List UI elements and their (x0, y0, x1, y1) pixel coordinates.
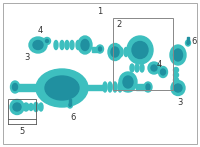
Ellipse shape (98, 47, 102, 51)
Bar (187, 37, 189, 43)
Text: 3: 3 (177, 98, 183, 107)
Ellipse shape (76, 41, 80, 50)
Ellipse shape (96, 45, 104, 53)
Ellipse shape (119, 47, 123, 56)
Ellipse shape (171, 81, 185, 96)
Ellipse shape (108, 44, 122, 61)
Ellipse shape (78, 36, 92, 54)
Ellipse shape (127, 36, 153, 64)
Ellipse shape (174, 67, 179, 72)
Ellipse shape (65, 41, 69, 50)
Ellipse shape (174, 77, 179, 82)
Ellipse shape (69, 103, 71, 106)
Ellipse shape (45, 76, 79, 100)
Ellipse shape (46, 40, 48, 42)
Text: 4: 4 (157, 60, 162, 69)
Ellipse shape (170, 45, 186, 65)
Ellipse shape (108, 82, 112, 92)
Ellipse shape (174, 72, 179, 77)
Ellipse shape (12, 83, 18, 91)
Ellipse shape (148, 62, 160, 74)
Ellipse shape (23, 103, 29, 111)
Ellipse shape (119, 72, 137, 92)
Ellipse shape (186, 40, 190, 46)
Text: 6: 6 (191, 37, 196, 46)
Ellipse shape (36, 69, 88, 107)
Ellipse shape (81, 40, 89, 51)
Ellipse shape (33, 41, 43, 50)
Ellipse shape (111, 47, 119, 57)
Bar (69, 99, 71, 105)
Ellipse shape (187, 41, 189, 45)
Bar (113, 18, 173, 90)
Text: 2: 2 (116, 20, 121, 29)
Ellipse shape (130, 64, 134, 72)
Text: 5: 5 (19, 127, 25, 136)
Ellipse shape (135, 64, 139, 72)
Ellipse shape (151, 65, 157, 71)
Ellipse shape (13, 103, 21, 111)
Text: 3: 3 (24, 53, 30, 62)
Ellipse shape (34, 102, 38, 112)
Ellipse shape (123, 76, 133, 88)
Ellipse shape (174, 84, 182, 92)
Ellipse shape (68, 102, 72, 108)
Bar (136, 84, 148, 90)
Ellipse shape (174, 49, 182, 61)
Ellipse shape (140, 64, 144, 72)
Ellipse shape (160, 69, 166, 75)
Ellipse shape (29, 37, 47, 53)
Ellipse shape (10, 100, 24, 115)
Ellipse shape (158, 66, 168, 77)
Bar (8, 99, 36, 119)
Bar (92, 47, 100, 52)
Ellipse shape (29, 103, 33, 111)
Text: 4: 4 (37, 26, 43, 35)
Bar (15, 84, 43, 91)
Ellipse shape (144, 82, 152, 92)
Ellipse shape (103, 82, 107, 92)
Ellipse shape (118, 82, 122, 92)
Ellipse shape (39, 103, 43, 111)
Ellipse shape (60, 41, 64, 50)
Bar (86, 85, 104, 90)
Ellipse shape (146, 84, 150, 90)
Ellipse shape (54, 41, 58, 50)
Ellipse shape (70, 41, 74, 50)
Ellipse shape (132, 41, 148, 59)
Ellipse shape (124, 47, 128, 56)
Ellipse shape (44, 37, 50, 45)
Ellipse shape (10, 81, 20, 93)
Text: 6: 6 (70, 113, 76, 122)
Text: 1: 1 (97, 7, 103, 16)
Ellipse shape (113, 82, 117, 92)
